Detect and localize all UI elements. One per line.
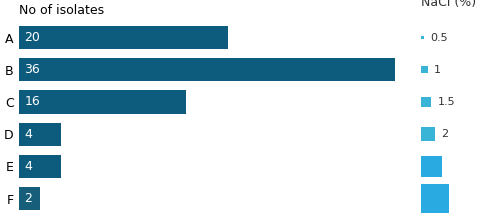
Text: 0.5: 0.5 [430, 33, 448, 43]
Text: 2: 2 [441, 129, 448, 139]
Bar [20, 155, 61, 178]
Text: 1.5: 1.5 [438, 97, 455, 107]
Text: 4: 4 [24, 160, 32, 173]
Text: 4: 4 [432, 194, 438, 204]
X-axis label: No of isolates: No of isolates [20, 4, 104, 17]
Bar [20, 58, 395, 81]
Bar [20, 123, 61, 146]
Text: 1: 1 [434, 65, 441, 75]
Text: 16: 16 [24, 95, 40, 109]
Text: 20: 20 [24, 31, 40, 44]
Text: 3: 3 [428, 161, 435, 171]
Text: NaCl (%): NaCl (%) [421, 0, 476, 10]
Text: 4: 4 [24, 128, 32, 141]
Text: 2: 2 [24, 192, 32, 205]
Bar [20, 26, 228, 49]
Bar [20, 90, 186, 114]
Text: 36: 36 [24, 63, 40, 76]
Bar [20, 187, 40, 210]
